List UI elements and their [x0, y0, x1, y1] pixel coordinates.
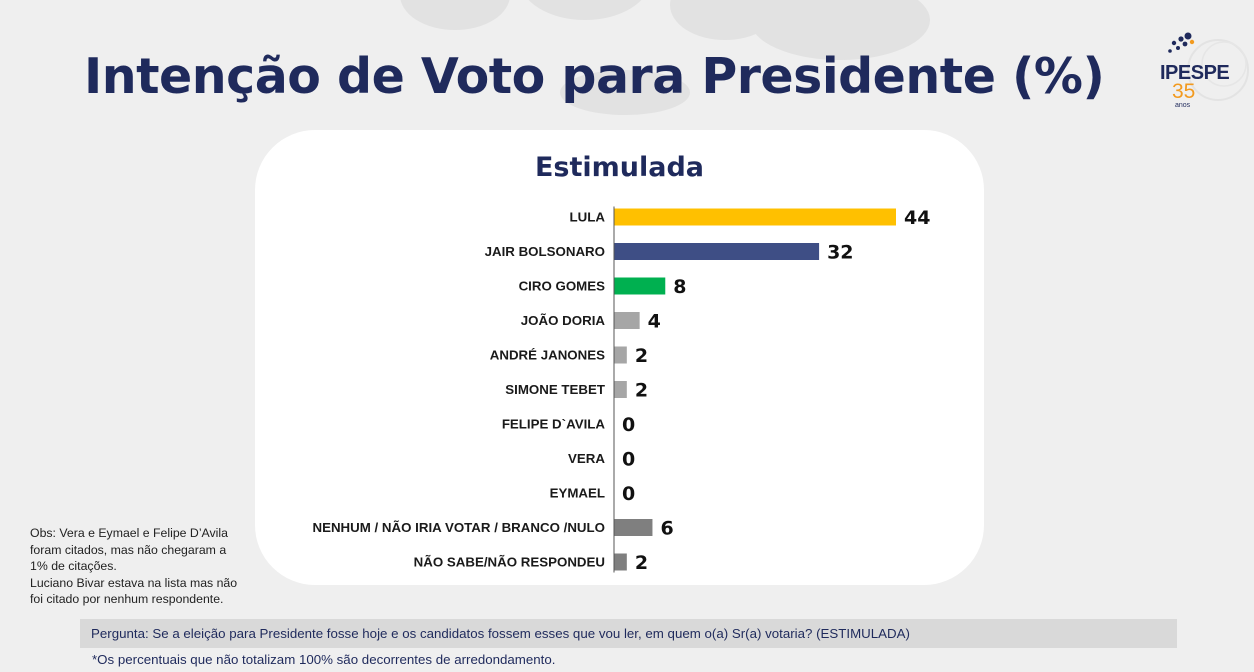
- logo-globe-icon: [1168, 32, 1249, 101]
- value-label: 8: [673, 276, 686, 298]
- chart-panel: Estimulada LULA 44 JAIR BOLSONARO 32 CIRO GO…: [255, 130, 984, 585]
- obs-line: 1% de citações.: [30, 559, 117, 573]
- rounding-footnote: *Os percentuais que não totalizam 100% s…: [92, 652, 556, 667]
- logo-sub: anos: [1175, 102, 1191, 109]
- bar: [614, 208, 896, 226]
- page-title: Intenção de Voto para Presidente (%): [84, 48, 1105, 105]
- category-label: VERA: [568, 451, 605, 466]
- bar: [614, 519, 653, 536]
- value-label: 0: [622, 449, 635, 471]
- observation-note: Obs: Vera e Eymael e Felipe D’Avila fora…: [30, 525, 260, 608]
- logo-name: IPESPE: [1160, 62, 1230, 84]
- category-label: EYMAEL: [550, 486, 605, 501]
- bar: [614, 381, 627, 398]
- bar: [614, 553, 627, 571]
- category-label: NÃO SABE/NÃO RESPONDEU: [414, 555, 605, 570]
- obs-line: Obs: Vera e Eymael e Felipe D’Avila: [30, 526, 228, 540]
- question-text: Pergunta: Se a eleição para Presidente f…: [80, 619, 1177, 648]
- category-label: JAIR BOLSONARO: [485, 244, 605, 259]
- value-label: 2: [635, 552, 648, 574]
- obs-line: foram citados, mas não chegaram a: [30, 542, 227, 557]
- category-label: JOÃO DORIA: [521, 313, 606, 328]
- category-label: NENHUM / NÃO IRIA VOTAR / BRANCO /NULO: [312, 520, 605, 535]
- background-decoration: [520, 0, 650, 20]
- bar-chart: LULA 44 JAIR BOLSONARO 32 CIRO GOMES 8 JOÃO DO…: [312, 206, 930, 574]
- background-decoration: [400, 0, 510, 30]
- obs-line: Luciano Bivar estava na lista mas não: [30, 575, 238, 590]
- bar: [614, 312, 640, 329]
- value-label: 2: [635, 345, 648, 367]
- chart-title: Estimulada: [534, 152, 705, 183]
- bar: [614, 243, 820, 260]
- value-label: 0: [622, 414, 635, 436]
- value-label: 32: [827, 242, 853, 264]
- category-label: SIMONE TEBET: [505, 382, 605, 397]
- bar: [614, 346, 627, 364]
- value-label: 4: [648, 311, 661, 333]
- background-decoration: [560, 70, 690, 115]
- value-label: 44: [904, 207, 930, 229]
- logo-number: 35: [1172, 80, 1196, 103]
- obs-line: foi citado por nenhum respondente.: [30, 592, 224, 606]
- value-label: 6: [660, 518, 673, 540]
- bar: [614, 277, 666, 295]
- value-label: 2: [635, 380, 648, 402]
- category-label: ANDRÉ JANONES: [490, 348, 605, 363]
- ipespe-logo: IPESPE 35 anos: [1150, 30, 1250, 120]
- category-label: FELIPE D`AVILA: [502, 417, 606, 432]
- category-label: LULA: [570, 210, 606, 225]
- value-label: 0: [622, 483, 635, 505]
- category-label: CIRO GOMES: [519, 279, 606, 294]
